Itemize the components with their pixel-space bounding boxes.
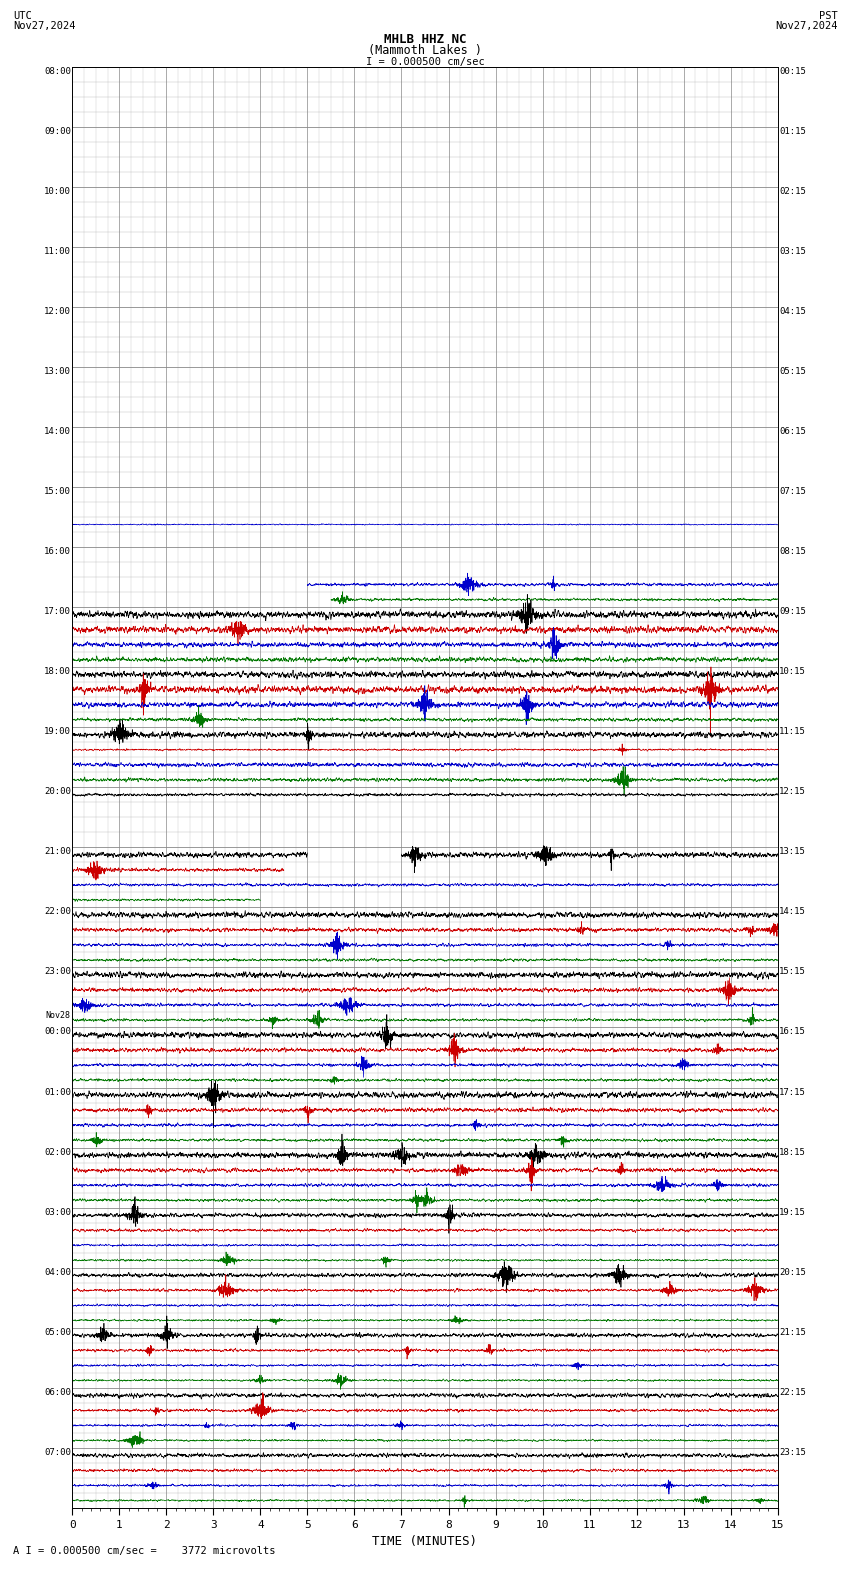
Text: Nov27,2024: Nov27,2024 <box>774 21 837 30</box>
Text: 07:00: 07:00 <box>44 1448 71 1457</box>
Text: 09:15: 09:15 <box>779 607 806 616</box>
Text: (Mammoth Lakes ): (Mammoth Lakes ) <box>368 44 482 57</box>
Text: 14:00: 14:00 <box>44 428 71 436</box>
Text: PST: PST <box>819 11 837 21</box>
Text: 04:15: 04:15 <box>779 307 806 315</box>
Text: 15:15: 15:15 <box>779 968 806 976</box>
Text: 21:00: 21:00 <box>44 847 71 857</box>
Text: 15:00: 15:00 <box>44 486 71 496</box>
Text: 10:15: 10:15 <box>779 667 806 676</box>
Text: 01:00: 01:00 <box>44 1088 71 1096</box>
Text: 22:00: 22:00 <box>44 908 71 917</box>
Text: 06:00: 06:00 <box>44 1388 71 1397</box>
Text: 09:00: 09:00 <box>44 127 71 136</box>
Text: 08:15: 08:15 <box>779 546 806 556</box>
Text: 00:00: 00:00 <box>44 1028 71 1036</box>
Text: 19:00: 19:00 <box>44 727 71 737</box>
Text: 01:15: 01:15 <box>779 127 806 136</box>
Text: UTC: UTC <box>13 11 31 21</box>
Text: 03:00: 03:00 <box>44 1207 71 1217</box>
Text: Nov27,2024: Nov27,2024 <box>13 21 76 30</box>
Text: 19:15: 19:15 <box>779 1207 806 1217</box>
Text: 20:15: 20:15 <box>779 1267 806 1277</box>
Text: 11:00: 11:00 <box>44 247 71 255</box>
Text: 20:00: 20:00 <box>44 787 71 797</box>
Text: 08:00: 08:00 <box>44 67 71 76</box>
Text: 23:15: 23:15 <box>779 1448 806 1457</box>
Text: 16:00: 16:00 <box>44 546 71 556</box>
Text: 06:15: 06:15 <box>779 428 806 436</box>
Text: A I = 0.000500 cm/sec =    3772 microvolts: A I = 0.000500 cm/sec = 3772 microvolts <box>13 1546 275 1555</box>
Text: 05:00: 05:00 <box>44 1327 71 1337</box>
Text: 22:15: 22:15 <box>779 1388 806 1397</box>
Text: 18:15: 18:15 <box>779 1147 806 1156</box>
Text: 10:00: 10:00 <box>44 187 71 196</box>
Text: 14:15: 14:15 <box>779 908 806 917</box>
Text: 03:15: 03:15 <box>779 247 806 255</box>
Text: 13:00: 13:00 <box>44 367 71 375</box>
Text: 05:15: 05:15 <box>779 367 806 375</box>
Text: 00:15: 00:15 <box>779 67 806 76</box>
Text: 17:00: 17:00 <box>44 607 71 616</box>
Text: 07:15: 07:15 <box>779 486 806 496</box>
Text: 21:15: 21:15 <box>779 1327 806 1337</box>
Text: 02:15: 02:15 <box>779 187 806 196</box>
Text: 16:15: 16:15 <box>779 1028 806 1036</box>
Text: I = 0.000500 cm/sec: I = 0.000500 cm/sec <box>366 57 484 67</box>
Text: MHLB HHZ NC: MHLB HHZ NC <box>383 33 467 46</box>
Text: 18:00: 18:00 <box>44 667 71 676</box>
Text: 12:15: 12:15 <box>779 787 806 797</box>
Text: 13:15: 13:15 <box>779 847 806 857</box>
X-axis label: TIME (MINUTES): TIME (MINUTES) <box>372 1535 478 1548</box>
Text: 12:00: 12:00 <box>44 307 71 315</box>
Text: 04:00: 04:00 <box>44 1267 71 1277</box>
Text: 02:00: 02:00 <box>44 1147 71 1156</box>
Text: 23:00: 23:00 <box>44 968 71 976</box>
Text: 11:15: 11:15 <box>779 727 806 737</box>
Text: 17:15: 17:15 <box>779 1088 806 1096</box>
Text: Nov28: Nov28 <box>46 1011 71 1020</box>
